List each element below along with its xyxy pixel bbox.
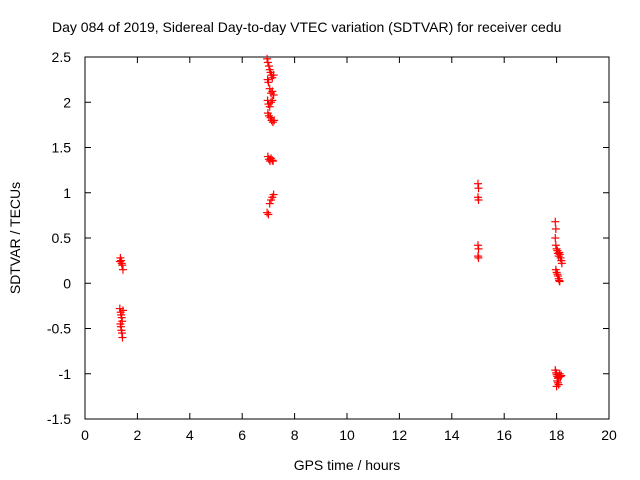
x-axis-label: GPS time / hours: [294, 457, 401, 473]
data-point: [268, 118, 277, 127]
x-tick-label: 6: [238, 427, 246, 443]
data-point: [264, 210, 273, 219]
y-tick-label: 2.5: [52, 49, 72, 65]
data-point: [551, 241, 560, 250]
data-point: [264, 78, 273, 87]
chart-title: Day 084 of 2019, Sidereal Day-to-day VTE…: [52, 19, 561, 35]
data-point: [551, 224, 560, 233]
data-point: [474, 253, 483, 262]
x-tick-label: 16: [496, 427, 512, 443]
data-point: [263, 54, 272, 63]
x-tick-label: 4: [186, 427, 194, 443]
data-point: [268, 156, 277, 165]
data-point: [555, 250, 564, 259]
data-point: [552, 268, 561, 277]
data-point: [265, 199, 274, 208]
data-point: [265, 102, 274, 111]
data-point: [268, 96, 277, 105]
data-point: [263, 58, 272, 67]
data-point: [556, 372, 565, 381]
y-tick-label: 0.5: [52, 230, 72, 246]
data-point: [551, 234, 560, 242]
x-tick-label: 18: [549, 427, 565, 443]
x-tick-label: 2: [134, 427, 142, 443]
data-point: [553, 378, 562, 387]
data-point: [118, 306, 127, 315]
x-tick-label: 20: [601, 427, 617, 443]
y-tick-label: 1: [63, 185, 71, 201]
x-tick-label: 14: [444, 427, 460, 443]
data-point: [474, 244, 483, 253]
data-point: [268, 87, 277, 96]
data-point: [557, 371, 566, 380]
y-tick-label: 0: [63, 275, 71, 291]
x-axis: 0 2 4 6 8 10 12 14 16 18 20: [81, 57, 617, 443]
data-point: [555, 277, 564, 286]
data-point: [269, 157, 278, 166]
data-point: [557, 259, 566, 268]
x-tick-label: 10: [339, 427, 355, 443]
y-tick-label: -1: [59, 366, 72, 382]
data-point: [263, 208, 272, 217]
y-axis: -1.5 -1 -0.5 0 0.5 1 1.5 2 2.5: [47, 49, 609, 427]
data-point: [267, 98, 276, 107]
data-point: [264, 62, 273, 71]
data-point: [551, 217, 560, 226]
data-point: [118, 265, 127, 274]
data-point: [115, 257, 124, 266]
data-point: [552, 382, 561, 391]
x-tick-label: 8: [291, 427, 299, 443]
data-point: [269, 190, 278, 199]
data-point: [474, 195, 483, 204]
x-tick-label: 0: [81, 427, 89, 443]
data-points: [115, 54, 566, 391]
y-axis-label: SDTVAR / TECUs: [7, 182, 23, 294]
data-point: [474, 184, 483, 193]
y-tick-label: 1.5: [52, 140, 72, 156]
y-tick-label: -0.5: [47, 321, 71, 337]
y-tick-label: 2: [63, 94, 71, 110]
data-point: [264, 111, 273, 120]
x-tick-label: 12: [392, 427, 408, 443]
y-tick-label: -1.5: [47, 411, 71, 427]
data-point: [270, 116, 279, 125]
data-point: [269, 71, 278, 80]
data-point: [269, 91, 278, 100]
data-point: [118, 333, 127, 342]
